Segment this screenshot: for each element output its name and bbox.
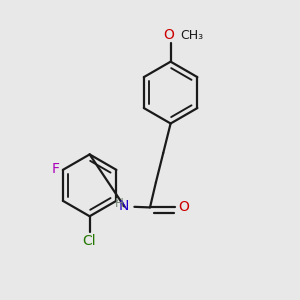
Text: F: F [51,162,59,176]
Text: H: H [115,197,123,210]
Text: CH₃: CH₃ [180,29,203,42]
Text: N: N [119,199,129,213]
Text: O: O [178,200,189,214]
Text: Cl: Cl [82,234,96,248]
Text: O: O [164,28,175,42]
